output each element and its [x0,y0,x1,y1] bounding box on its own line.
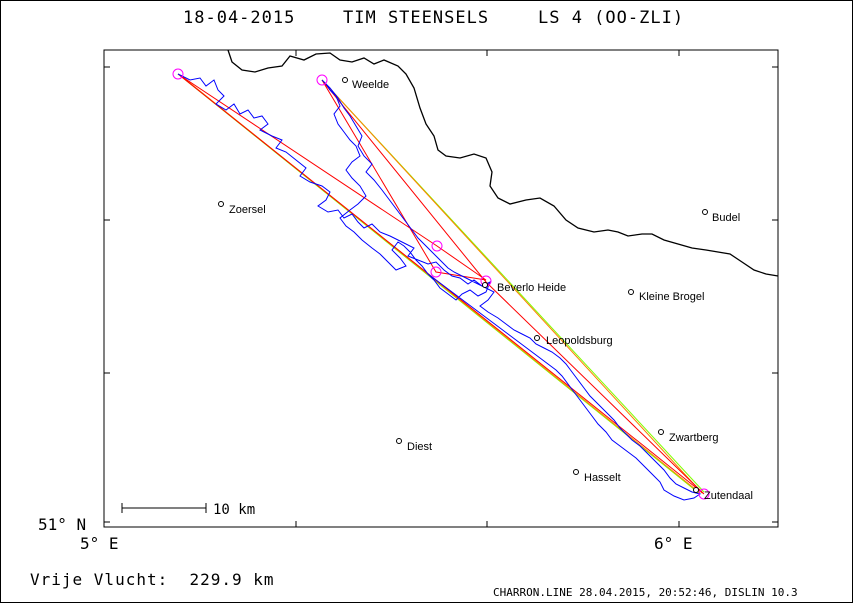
task-route-red [177,73,705,495]
place-marker-budel [702,209,708,215]
place-marker-beverlo [482,282,488,288]
place-labels: Weelde Zoersel Budel Beverlo Heide Klein… [229,79,753,502]
distance-summary: Vrije Vlucht: 229.9 km [30,570,275,589]
scale-bar: 10 km [121,502,255,518]
map-border [103,49,779,528]
lon-label-left: 5° E [80,534,119,553]
place-marker-weelde [342,77,348,83]
place-marker-hasselt [573,469,579,475]
task-lines [177,73,705,495]
glider-name: LS 4 (OO-ZLI) [538,8,685,28]
credit-line: CHARRON.LINE 28.04.2015, 20:52:46, DISLI… [493,586,798,599]
flight-track [177,73,702,501]
lat-label: 51° N [38,515,86,534]
task-leg-orange-2 [322,80,703,494]
lon-label-right: 6° E [654,534,693,553]
turnpoint-start [172,68,184,80]
turnpoint-zutendaal [698,488,710,500]
place-marker-zwartberg [658,429,664,435]
place-marker-zutendaal [693,487,699,493]
place-label: Kleine Brogel [639,291,704,303]
place-marker-diest [396,438,402,444]
place-marker-kleine-brogel [628,289,634,295]
place-label: Beverlo Heide [497,282,566,294]
place-label: Zoersel [229,204,266,216]
place-label: Budel [712,212,740,224]
place-markers [218,77,708,493]
place-label: Zwartberg [669,432,719,444]
place-marker-leopoldsburg [534,335,540,341]
place-marker-zoersel [218,201,224,207]
axis-ticks [104,50,778,527]
turnpoint-mid-1 [431,240,443,252]
scale-bar-label: 10 km [213,502,255,518]
place-label: Diest [407,441,432,453]
flight-date: 18-04-2015 [183,8,296,28]
place-label: Leopoldsburg [546,335,613,347]
place-label: Zutendaal [704,490,753,502]
pilot-name: TIM STEENSELS [343,8,490,28]
place-label: Hasselt [584,472,621,484]
national-border [227,49,779,277]
distance-label: Vrije Vlucht: [30,570,169,589]
turnpoints [172,68,710,500]
turnpoint-mid-2 [430,266,442,278]
distance-value: 229.9 km [189,570,275,589]
turnpoint-weelde [316,74,328,86]
place-label: Weelde [352,79,389,91]
